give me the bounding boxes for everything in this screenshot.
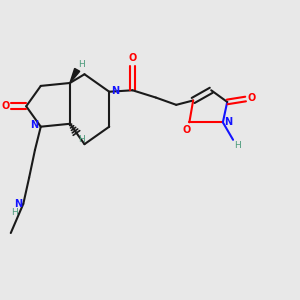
Text: O: O (1, 101, 9, 111)
Polygon shape (70, 68, 80, 83)
Text: N: N (30, 120, 38, 130)
Text: N: N (14, 199, 22, 209)
Text: H: H (11, 208, 18, 217)
Text: H: H (78, 60, 85, 69)
Text: O: O (182, 125, 190, 135)
Text: O: O (128, 52, 137, 63)
Text: H: H (78, 135, 85, 144)
Text: H: H (234, 141, 240, 150)
Text: N: N (224, 117, 232, 127)
Text: N: N (111, 86, 119, 96)
Text: O: O (247, 93, 255, 103)
